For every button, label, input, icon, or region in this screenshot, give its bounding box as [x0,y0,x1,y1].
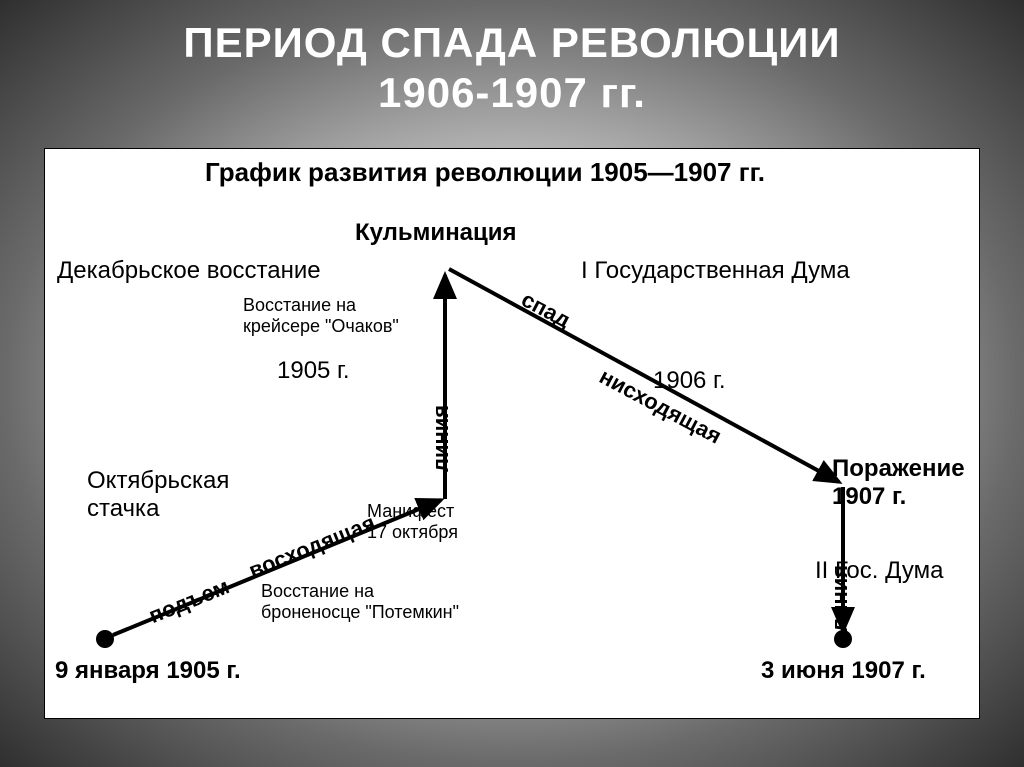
diagram-canvas: График развития революции 1905—1907 гг. … [44,148,980,719]
label-defeat: Поражение 1907 г. [832,455,965,510]
arrow-fall [449,269,839,482]
slide: ПЕРИОД СПАДА РЕВОЛЮЦИИ 1906-1907 гг. Гра… [0,0,1024,767]
label-1905: 1905 г. [277,357,350,385]
label-culmination: Кульминация [355,219,517,247]
slide-title-line1: ПЕРИОД СПАДА РЕВОЛЮЦИИ [0,18,1024,68]
end-date: 3 июня 1907 г. [761,657,926,685]
label-dec-uprising: Декабрьское восстание [57,257,321,285]
label-defeat-l1: Поражение [832,455,965,483]
label-ochakov-l2: крейсере "Очаков" [243,316,399,337]
label-1906: 1906 г. [653,367,726,395]
start-date: 9 января 1905 г. [55,657,241,685]
label-potemkin-l2: броненосце "Потемкин" [261,602,459,623]
label-potemkin-l1: Восстание на [261,581,459,602]
label-ochakov-l1: Восстание на [243,295,399,316]
label-manifest-l1: Манифест [367,501,458,522]
label-defeat-l2: 1907 г. [832,483,965,511]
label-peak-liniya: линия [428,405,454,472]
label-manifest-l2: 17 октября [367,522,458,543]
label-oct-strike-l2: стачка [87,495,229,523]
slide-title: ПЕРИОД СПАДА РЕВОЛЮЦИИ 1906-1907 гг. [0,0,1024,119]
label-oct-strike: Октябрьская стачка [87,467,229,522]
label-ochakov: Восстание на крейсере "Очаков" [243,295,399,336]
label-duma2: II Гос. Дума [815,557,943,585]
label-manifest: Манифест 17 октября [367,501,458,542]
slide-title-line2: 1906-1907 гг. [0,68,1024,118]
label-oct-strike-l1: Октябрьская [87,467,229,495]
label-duma1: I Государственная Дума [581,257,850,285]
label-potemkin: Восстание на броненосце "Потемкин" [261,581,459,622]
